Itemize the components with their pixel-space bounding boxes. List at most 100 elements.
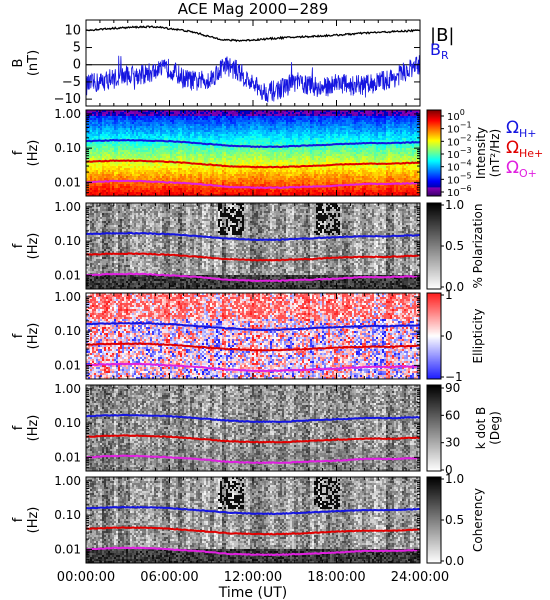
colorbar-unit: (nT²/Hz) [488,129,502,177]
tick-exponent: −2 [460,133,472,142]
x-tick-label: 12:00:00 [224,570,282,585]
b-total-series [85,25,421,43]
omega-h-plus-line [85,231,421,242]
colorbar-tick-label: 10−6 [447,184,472,199]
tick-base: 10 [447,188,460,199]
colorbar [427,385,441,471]
colorbar-tick-label: 0 [445,329,453,343]
omega-he-plus-line [85,342,421,352]
y-axis-label: f [11,150,26,155]
colorbar-tick-label: 0 [445,463,453,477]
colorbar-label: Intensity [474,127,488,179]
tick-base: 10 [447,112,460,123]
colorbar-label: Ellipticity [471,309,485,364]
colorbar-tick-label: 10−5 [447,171,472,186]
colorbar-tick-label: 10−2 [447,133,472,148]
colorbar-tick-label: 0.0 [445,554,464,568]
y-tick-label: 0.10 [54,141,81,155]
colorbar-label: Coherency [471,488,485,552]
colorbar-tick-label: 60 [445,408,460,422]
legend-omega-symbol: Ω [506,158,519,178]
y-tick-label: −5 [62,75,81,90]
y-axis-unit: (nT) [26,50,41,76]
y-tick-label: 1.00 [54,474,81,488]
panel-k-dot-b: 1.00 0.10 0.01 f (Hz) 90 60 30 0 k dot B (Deg) [11,381,502,477]
colorbar-label: k dot B [474,407,488,449]
omega-o-plus-line [85,546,421,557]
legend-omega-o-plus: ΩO+ [506,158,537,180]
colorbar-tick-label: 0.0 [445,280,464,294]
colorbar-tick-label: 30 [445,436,460,450]
x-tick-label: 00:00:00 [57,570,115,585]
legend-b-r-symbol: B [430,40,441,59]
legend-omega-he-plus: ΩHe+ [506,138,543,160]
y-tick-label: 1.00 [54,200,81,214]
y-axis-unit: (Hz) [26,323,41,350]
y-tick-label: 0.01 [54,450,81,464]
y-axis-label: B [11,59,26,68]
y-tick-label: 0.10 [54,416,81,430]
chart-title: ACE Mag 2000−289 [178,0,329,18]
y-axis-unit: (Hz) [26,507,41,534]
y-axis-unit: (Hz) [26,415,41,442]
y-axis-unit: (Hz) [26,233,41,260]
colorbar [427,203,441,289]
colorbar-tick-label: −1 [445,370,463,384]
tick-base: 10 [447,175,460,186]
y-tick-label: 0.10 [54,234,81,248]
colorbar [427,477,441,563]
y-axis-label: f [11,517,26,522]
y-tick-label: 5 [73,41,81,56]
colorbar [427,110,441,196]
tick-exponent: 0 [460,108,465,117]
tick-exponent: −4 [460,159,472,168]
tick-exponent: −6 [460,184,472,193]
b-r-series [85,55,421,103]
y-axis-label: f [11,243,26,248]
y-tick-label: 1.00 [54,290,81,304]
y-tick-label: 0.01 [54,542,81,556]
y-tick-label: 0.01 [54,268,81,282]
panel-polarization: 1.00 0.10 0.01 f (Hz) 1.0 0.5 0.0 % Polarization [11,198,485,294]
colorbar-unit: (Deg) [488,411,502,445]
y-tick-label: −10 [54,92,81,107]
tick-base: 10 [447,137,460,148]
y-tick-label: 0.10 [54,324,81,338]
tick-exponent: −3 [460,146,472,155]
x-tick-label: 06:00:00 [140,570,198,585]
x-tick-label: 18:00:00 [307,570,365,585]
omega-he-plus-line [85,434,421,444]
colorbar-tick-label: 0.5 [445,239,464,253]
colorbar-tick-label: 10−4 [447,159,472,174]
panel-coherency: 1.00 0.10 0.01 f (Hz) 1.0 0.5 0.0 Coherency [11,472,485,568]
legend-b-r-subscript: R [441,49,449,62]
omega-he-plus-line [85,526,421,536]
colorbar-tick-label: 90 [445,381,460,395]
omega-h-plus-line [85,138,421,149]
colorbar [427,293,441,379]
omega-o-plus-line [85,179,421,190]
omega-h-plus-line [85,413,421,424]
colorbar-tick-label: 1.0 [445,198,464,212]
y-tick-label: 0.01 [54,175,81,189]
tick-base: 10 [447,125,460,136]
x-axis-label: Time (UT) [218,585,287,600]
legend-omega-subscript: O+ [519,167,537,180]
colorbar-tick-label: 1.0 [445,472,464,486]
colorbar-frame [426,384,442,472]
y-axis-unit: (Hz) [26,140,41,167]
omega-he-plus-line [85,252,421,262]
tick-base: 10 [447,150,460,161]
legend-omega-symbol: Ω [506,118,519,138]
y-tick-label: 10 [64,23,81,38]
omega-o-plus-line [85,272,421,283]
panel-intensity: 1.000.100.01f (Hz)10010−110−210−310−410−5… [11,107,543,199]
legend-b-total: |B| [430,25,454,46]
omega-h-plus-line [85,321,421,332]
legend-omega-subscript: H+ [519,127,537,140]
colorbar-label: % Polarization [471,204,485,289]
tick-exponent: −1 [460,121,472,130]
y-tick-label: 0.01 [54,358,81,372]
